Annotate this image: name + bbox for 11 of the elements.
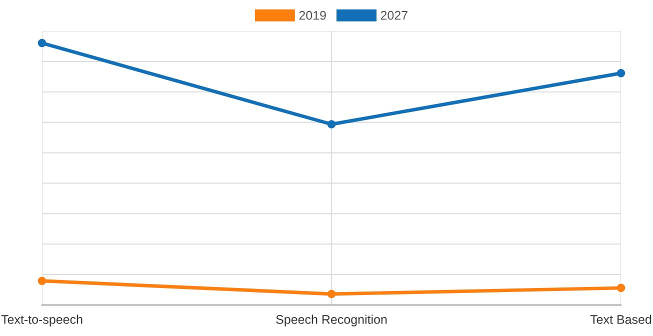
x-tick-label: Text-to-speech <box>1 314 82 326</box>
legend-label: 2019 <box>299 10 326 20</box>
point <box>38 38 46 48</box>
x-tick-label: Text Based <box>590 314 652 324</box>
x-tick-label: Speech Recognition <box>276 314 387 326</box>
point <box>327 290 336 298</box>
point <box>38 276 46 286</box>
point <box>616 69 626 78</box>
point <box>327 120 336 128</box>
legend-label: 2027 <box>380 10 408 20</box>
point <box>616 284 626 292</box>
